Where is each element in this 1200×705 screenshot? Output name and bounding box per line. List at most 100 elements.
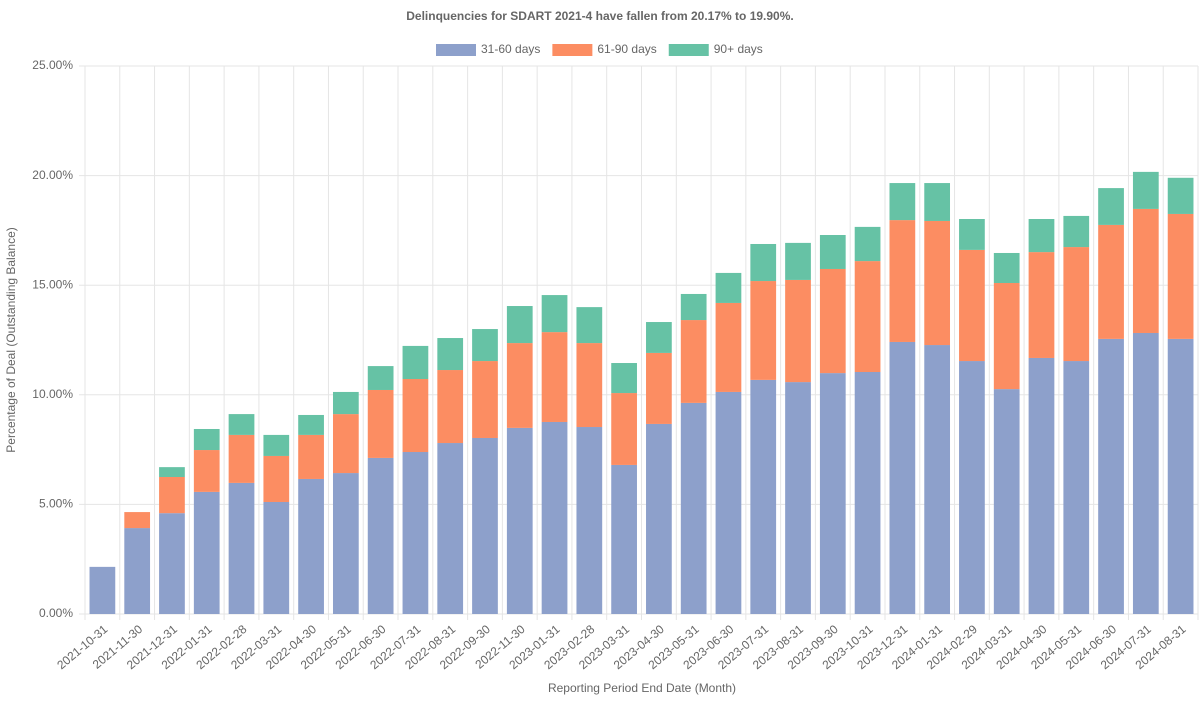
bar-segment xyxy=(646,322,672,353)
bar-segment xyxy=(819,268,846,374)
bar-segment xyxy=(1063,247,1090,362)
bar-segment xyxy=(715,302,742,392)
bar-segment xyxy=(1098,188,1124,225)
y-axis-label: Percentage of Deal (Outstanding Balance) xyxy=(4,227,18,452)
bar-segment xyxy=(89,566,116,614)
bar-segment xyxy=(472,329,498,362)
bar-segment xyxy=(924,345,951,614)
x-axis-label: Reporting Period End Date (Month) xyxy=(548,681,736,695)
y-tick-label: 15.00% xyxy=(32,277,73,291)
bar-segment xyxy=(680,320,707,403)
bar-segment xyxy=(576,307,603,344)
bar-segment xyxy=(750,281,777,380)
bar-segment xyxy=(611,363,637,394)
bar-segment xyxy=(402,345,429,380)
bar-segment xyxy=(1132,171,1159,209)
bar-segment xyxy=(437,443,464,614)
bar-segment xyxy=(680,402,707,614)
bar-segment xyxy=(332,473,359,614)
legend-label: 90+ days xyxy=(714,42,763,56)
bar-segment xyxy=(819,235,846,269)
bar-segment xyxy=(1167,177,1194,214)
bar-segment xyxy=(993,283,1020,390)
bar-segment xyxy=(1167,213,1194,339)
bar-segment xyxy=(576,427,603,614)
bar-segment xyxy=(472,361,498,438)
bar-segment xyxy=(854,372,881,614)
bar-segment xyxy=(437,338,464,371)
bar-segment xyxy=(541,421,568,614)
bar-segment xyxy=(750,379,777,614)
bar-segment xyxy=(193,428,220,451)
bar-segment xyxy=(646,423,672,614)
chart-title: Delinquencies for SDART 2021-4 have fall… xyxy=(406,9,793,23)
y-tick-label: 20.00% xyxy=(32,168,73,182)
y-tick-label: 10.00% xyxy=(32,387,73,401)
bar-segment xyxy=(298,414,324,435)
bar-segment xyxy=(263,455,290,502)
bar-segment xyxy=(611,393,637,465)
bar-segment xyxy=(159,477,185,514)
legend-label: 61-90 days xyxy=(597,42,656,56)
bar-segment xyxy=(785,279,811,383)
bar-segment xyxy=(1098,224,1124,339)
bar-segment xyxy=(541,295,568,333)
bar-segment xyxy=(889,341,916,614)
bar-segment xyxy=(854,226,881,262)
bar-segment xyxy=(959,249,985,362)
bar-segment xyxy=(159,513,185,614)
bar-segment xyxy=(437,370,464,444)
legend-swatch xyxy=(436,44,476,56)
bar-segment xyxy=(228,434,255,483)
bar-segment xyxy=(576,343,603,428)
bar-segment xyxy=(159,467,185,477)
bar-segment xyxy=(1028,219,1055,253)
bar-segment xyxy=(785,242,811,280)
bar-segment xyxy=(750,243,777,282)
bar-segment xyxy=(1063,215,1090,248)
y-tick-label: 25.00% xyxy=(32,58,73,72)
bar-segment xyxy=(402,379,429,453)
bar-segment xyxy=(506,306,533,344)
bar-segment xyxy=(402,452,429,614)
bar-segment xyxy=(924,183,951,221)
bar-segment xyxy=(1167,338,1194,614)
bar-segment xyxy=(959,361,985,614)
bar-segment xyxy=(332,391,359,415)
bar-segment xyxy=(506,427,533,614)
legend-label: 31-60 days xyxy=(481,42,540,56)
bar-segment xyxy=(993,389,1020,614)
bar-segment xyxy=(228,414,255,435)
legend-swatch xyxy=(552,44,593,56)
bar-segment xyxy=(715,391,742,614)
bar-segment xyxy=(193,450,220,492)
bar-segment xyxy=(367,457,394,614)
bar-segment xyxy=(889,220,916,342)
y-tick-label: 5.00% xyxy=(39,497,73,511)
bar-segment xyxy=(367,389,394,458)
bar-segment xyxy=(889,183,916,221)
bar-segment xyxy=(993,252,1020,284)
bar-segment xyxy=(263,501,290,614)
bar-segment xyxy=(819,373,846,614)
bar-segment xyxy=(646,352,672,424)
bar-segment xyxy=(541,332,568,422)
bar-segment xyxy=(680,293,707,321)
bar-segment xyxy=(472,437,498,614)
bar-segment xyxy=(263,434,290,456)
bar-segment xyxy=(298,434,324,479)
bar-segment xyxy=(1132,208,1159,333)
bar-segment xyxy=(1132,332,1159,614)
bar-segment xyxy=(959,219,985,250)
bar-segment xyxy=(854,261,881,373)
bar-segment xyxy=(298,478,324,614)
bar-segment xyxy=(506,343,533,428)
bar-segment xyxy=(1063,361,1090,614)
bar-segment xyxy=(1098,338,1124,614)
bar-segment xyxy=(611,464,637,614)
bar-segment xyxy=(124,512,151,529)
bar-segment xyxy=(1028,357,1055,614)
bar-segment xyxy=(785,382,811,614)
bar-segment xyxy=(124,528,151,614)
